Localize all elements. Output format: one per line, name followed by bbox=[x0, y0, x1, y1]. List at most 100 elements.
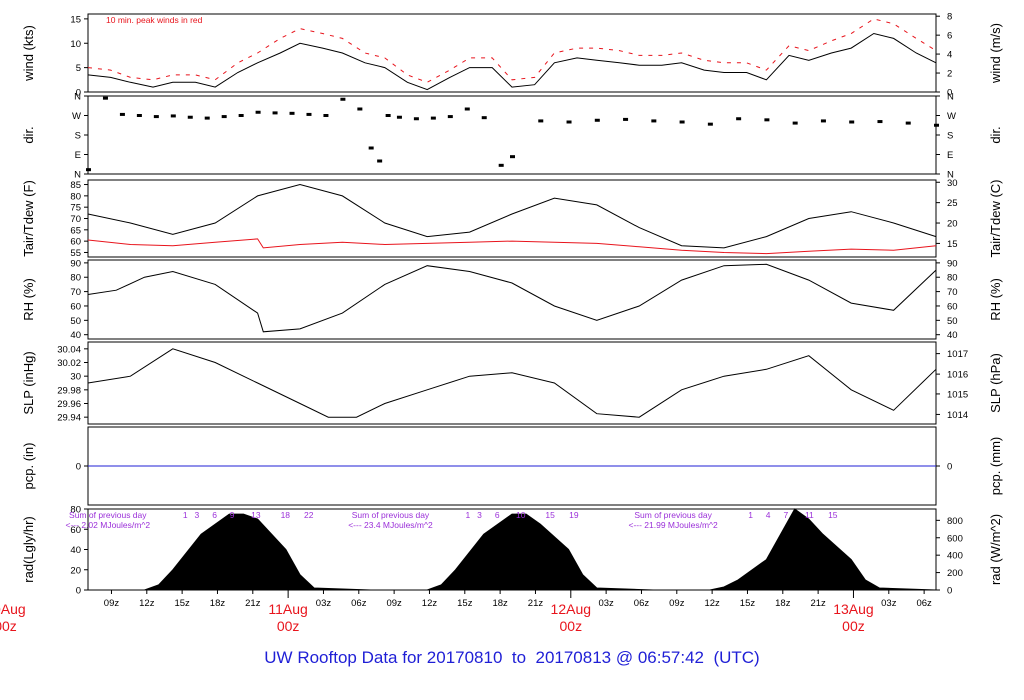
dir-series-0-point bbox=[510, 155, 515, 159]
pcp-in-ylabel: pcp. (in) bbox=[21, 443, 36, 490]
radiation-hour-label: 7 bbox=[784, 510, 789, 520]
x-hour-tick-label: 15z bbox=[457, 598, 473, 609]
rad-lgly-hr-ytick-label: 60 bbox=[70, 525, 81, 536]
dir-series-0-point bbox=[170, 114, 176, 118]
x-hour-tick-label: 15z bbox=[740, 598, 756, 609]
rad-lgly-hr-ytick-label-right: 400 bbox=[947, 551, 963, 562]
radiation-sum-annotation: Sum of previous day bbox=[634, 510, 712, 520]
dir-ytick-label: S bbox=[75, 131, 81, 142]
radiation-hour-label: 11 bbox=[805, 510, 814, 520]
tair-tdew-f-series-1-line bbox=[87, 238, 937, 255]
tair-tdew-f-ylabel-right: Tair/Tdew (C) bbox=[988, 179, 1003, 257]
dir-series-0-point bbox=[594, 118, 600, 122]
radiation-sum-annotation: <--- 23.4 MJoules/m^2 bbox=[348, 520, 433, 530]
radiation-hour-label: 1 bbox=[183, 510, 188, 520]
slp-inhg-ytick-label-right: 1017 bbox=[947, 349, 968, 360]
dir-series-0-point bbox=[306, 112, 312, 116]
tair-tdew-f-ytick-label-right: 30 bbox=[947, 178, 958, 189]
slp-inhg-ytick-label: 29.94 bbox=[57, 413, 81, 424]
radiation-hour-label: 6 bbox=[212, 510, 217, 520]
radiation-hour-label: 9 bbox=[230, 510, 235, 520]
dir-ytick-label: N bbox=[74, 170, 81, 181]
wind-kts-ytick-label: 5 bbox=[76, 63, 81, 74]
slp-inhg-ytick-label: 29.96 bbox=[57, 399, 81, 410]
dir-series-0-point bbox=[340, 97, 346, 101]
tair-tdew-f-ytick-label-right: 20 bbox=[947, 219, 958, 230]
dir-ylabel: dir. bbox=[21, 126, 36, 143]
wind-kts-ytick-label: 10 bbox=[70, 39, 81, 50]
dir-series-0-point bbox=[357, 107, 363, 111]
x-hour-tick-label: 12z bbox=[704, 598, 720, 609]
wind-kts-series-1-line bbox=[87, 18, 937, 83]
dir-series-0-point bbox=[187, 115, 193, 119]
x-day-tick-date: 12Aug bbox=[551, 601, 591, 617]
dir-series-0-point bbox=[136, 114, 142, 117]
rad-lgly-hr-ytick-label-right: 600 bbox=[947, 533, 963, 544]
slp-inhg-ytick-label: 30.04 bbox=[57, 344, 81, 355]
wind-kts-ytick-label: 15 bbox=[70, 14, 81, 25]
dir-series-0-point bbox=[498, 163, 504, 167]
dir-series-0-point bbox=[679, 120, 685, 124]
dir-series-0-point bbox=[707, 122, 713, 126]
dir-series-0-point bbox=[385, 114, 391, 117]
radiation-hour-label: 3 bbox=[477, 510, 482, 520]
dir-ytick-label: E bbox=[75, 150, 81, 161]
slp-inhg-ylabel-right: SLP (hPa) bbox=[988, 353, 1003, 413]
dir-series-0-point bbox=[566, 120, 572, 124]
dir-ytick-label: W bbox=[72, 111, 81, 122]
wind-kts-series-0-line bbox=[87, 32, 937, 91]
dir-ytick-label-right: N bbox=[947, 170, 954, 181]
x-hour-tick-label: 18z bbox=[210, 598, 226, 609]
x-hour-tick-label: 06z bbox=[634, 598, 650, 609]
x-hour-tick-label: 21z bbox=[810, 598, 826, 609]
rh-ytick-label: 50 bbox=[70, 316, 81, 327]
slp-inhg-series-0-line bbox=[87, 348, 937, 418]
dir-series-0-point bbox=[934, 123, 939, 127]
radiation-hour-label: 4 bbox=[766, 510, 771, 520]
radiation-hour-label: 15 bbox=[828, 510, 838, 520]
dir-series-0-point bbox=[877, 120, 883, 124]
dir-series-0-point bbox=[204, 116, 210, 120]
wind-kts-ylabel: wind (kts) bbox=[21, 25, 36, 82]
wind-kts-ytick-label-right: 2 bbox=[947, 69, 952, 80]
slp-inhg-ytick-label-right: 1016 bbox=[947, 370, 968, 381]
dir-series-0-point bbox=[651, 119, 657, 123]
radiation-hour-label: 13 bbox=[251, 510, 261, 520]
rh-ytick-label-right: 40 bbox=[947, 330, 958, 341]
dir-series-0-point bbox=[623, 117, 629, 121]
rh-ytick-label-right: 50 bbox=[947, 316, 958, 327]
pcp-in-ytick-label: 0 bbox=[76, 462, 81, 473]
radiation-sum-annotation: Sum of previous day bbox=[69, 510, 147, 520]
slp-inhg-ytick-label: 30 bbox=[70, 372, 81, 383]
dir-series-0-point bbox=[221, 115, 227, 119]
x-hour-tick-label: 18z bbox=[492, 598, 508, 609]
wind-annotation: 10 min. peak winds in red bbox=[106, 15, 203, 25]
rh-ytick-label: 40 bbox=[70, 330, 81, 341]
rh-ytick-label-right: 60 bbox=[947, 301, 958, 312]
dir-series-0-point bbox=[413, 117, 419, 121]
wind-kts-ylabel-right: wind (m/s) bbox=[988, 23, 1003, 84]
wind-kts-ytick-label: 0 bbox=[76, 88, 81, 99]
page-title: UW Rooftop Data for 20170810 to 20170813… bbox=[264, 648, 760, 667]
radiation-hour-label: 15 bbox=[545, 510, 555, 520]
x-hour-tick-label: 06z bbox=[916, 598, 932, 609]
dir-series-0-point bbox=[255, 110, 261, 114]
rh-ytick-label-right: 70 bbox=[947, 287, 958, 298]
tair-tdew-f-ytick-label: 80 bbox=[70, 191, 81, 202]
pcp-in-ylabel-right: pcp. (mm) bbox=[988, 437, 1003, 496]
dir-series-0-point bbox=[86, 168, 91, 172]
dir-series-0-point bbox=[238, 114, 244, 117]
x-hour-tick-label: 03z bbox=[316, 598, 332, 609]
slp-inhg-ylabel: SLP (inHg) bbox=[21, 351, 36, 414]
rad-lgly-hr-ytick-label-right: 0 bbox=[947, 586, 952, 597]
dir-ytick-label-right: W bbox=[947, 111, 956, 122]
rh-ytick-label-right: 90 bbox=[947, 258, 958, 269]
radiation-sum-annotation: <--- 21.99 MJoules/m^2 bbox=[628, 520, 718, 530]
dir-series-0-point bbox=[430, 116, 436, 120]
dir-series-0-point bbox=[447, 115, 453, 119]
wind-kts-ytick-label-right: 0 bbox=[947, 88, 952, 99]
radiation-hour-label: 1 bbox=[466, 510, 471, 520]
x-day-tick-time: 00z bbox=[0, 618, 17, 634]
dir-series-0-point bbox=[464, 107, 470, 111]
